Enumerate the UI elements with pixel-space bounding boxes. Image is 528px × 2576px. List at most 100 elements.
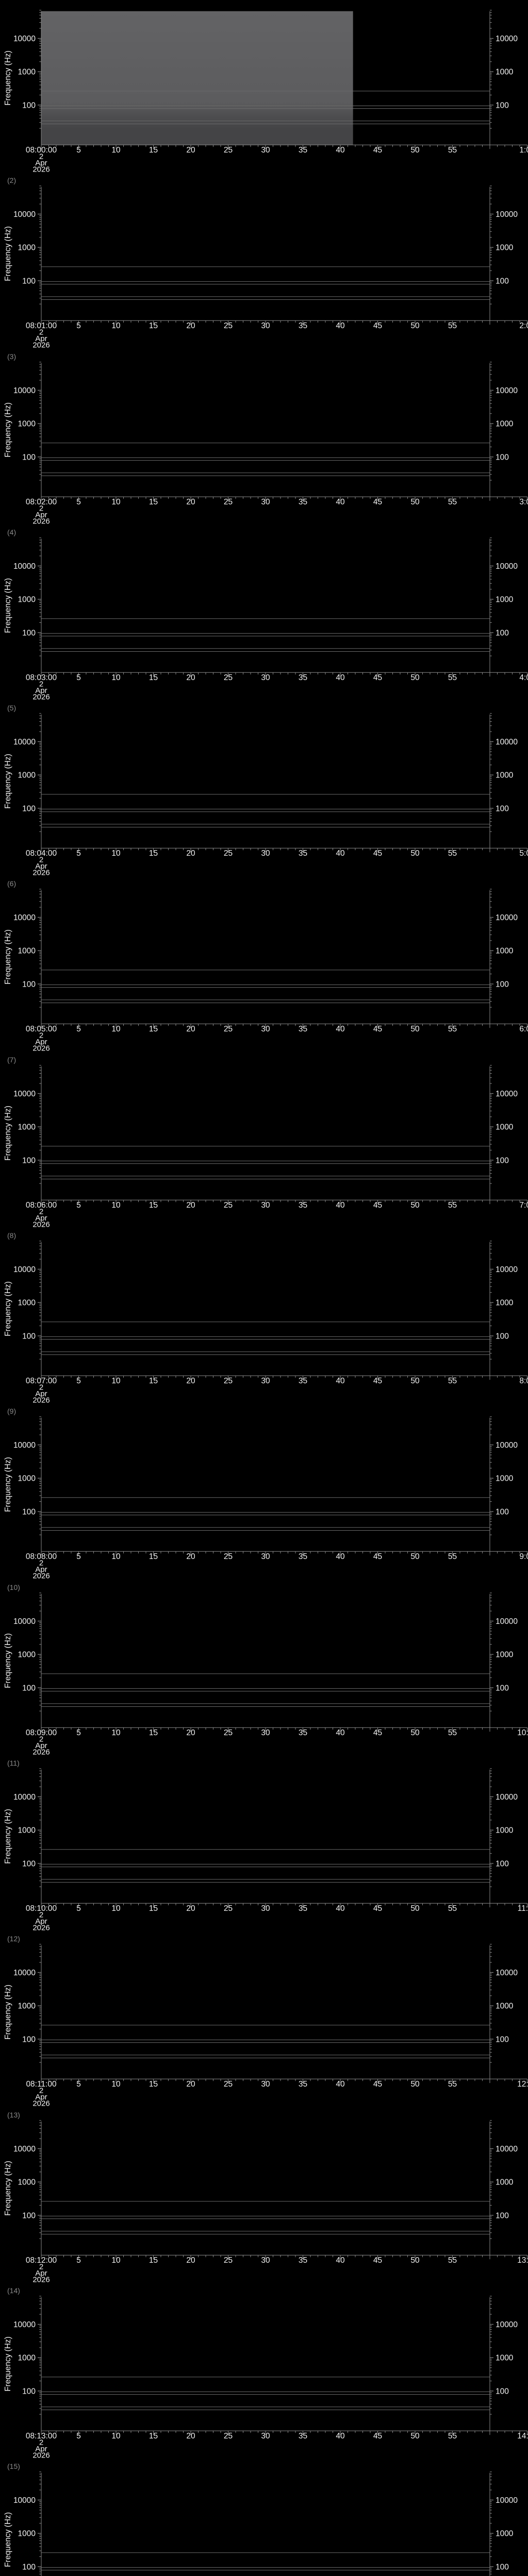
- svg-text:100: 100: [22, 2036, 36, 2044]
- svg-text:20: 20: [186, 673, 195, 682]
- svg-text:10000: 10000: [13, 2320, 36, 2329]
- svg-text:15: 15: [149, 1728, 158, 1737]
- svg-text:25: 25: [224, 673, 233, 682]
- svg-text:55: 55: [448, 321, 457, 330]
- svg-text:(6): (6): [7, 879, 16, 888]
- svg-text:(9): (9): [7, 1407, 16, 1415]
- svg-text:20: 20: [186, 1025, 195, 1033]
- svg-text:15: 15: [149, 497, 158, 506]
- svg-text:100: 100: [496, 1332, 509, 1341]
- svg-text:35: 35: [299, 2256, 307, 2264]
- svg-text:100: 100: [496, 629, 509, 637]
- svg-text:5: 5: [76, 673, 81, 682]
- svg-text:(12): (12): [7, 1935, 20, 1943]
- svg-text:50: 50: [410, 1025, 419, 1033]
- svg-text:55: 55: [448, 1904, 457, 1913]
- svg-text:55: 55: [448, 849, 457, 858]
- svg-text:45: 45: [373, 1201, 382, 1210]
- svg-text:10:00: 10:00: [517, 1728, 528, 1737]
- svg-text:15: 15: [149, 1377, 158, 1385]
- svg-text:30: 30: [261, 497, 270, 506]
- svg-text:15: 15: [149, 849, 158, 858]
- svg-text:Frequency (Hz): Frequency (Hz): [4, 1457, 12, 1512]
- svg-text:45: 45: [373, 2432, 382, 2441]
- svg-text:25: 25: [224, 849, 233, 858]
- svg-text:100: 100: [496, 805, 509, 814]
- svg-text:100: 100: [496, 1859, 509, 1868]
- svg-text:12:00: 12:00: [517, 2080, 528, 2089]
- svg-text:10000: 10000: [496, 2496, 518, 2505]
- svg-text:(14): (14): [7, 2286, 20, 2295]
- svg-text:15: 15: [149, 1552, 158, 1561]
- svg-text:10000: 10000: [496, 562, 518, 571]
- svg-text:45: 45: [373, 673, 382, 682]
- svg-text:45: 45: [373, 849, 382, 858]
- svg-text:35: 35: [299, 1201, 307, 1210]
- svg-text:20: 20: [186, 849, 195, 858]
- svg-text:1000: 1000: [18, 2178, 36, 2187]
- svg-text:100: 100: [22, 1508, 36, 1517]
- svg-text:55: 55: [448, 2432, 457, 2441]
- svg-text:5: 5: [76, 1552, 81, 1561]
- svg-text:25: 25: [224, 1377, 233, 1385]
- svg-text:(13): (13): [7, 2111, 20, 2119]
- svg-text:30: 30: [261, 2256, 270, 2264]
- svg-text:30: 30: [261, 1201, 270, 1210]
- svg-text:1000: 1000: [18, 1475, 36, 1483]
- svg-text:1000: 1000: [496, 2002, 513, 2011]
- svg-text:Frequency (Hz): Frequency (Hz): [4, 578, 12, 633]
- svg-text:50: 50: [410, 321, 419, 330]
- svg-text:10000: 10000: [13, 35, 36, 43]
- svg-text:35: 35: [299, 321, 307, 330]
- svg-text:10: 10: [111, 1377, 120, 1385]
- svg-text:50: 50: [410, 849, 419, 858]
- svg-text:10000: 10000: [496, 2145, 518, 2154]
- svg-text:100: 100: [22, 1156, 36, 1165]
- svg-text:10000: 10000: [496, 210, 518, 219]
- svg-text:20: 20: [186, 1728, 195, 1737]
- svg-text:45: 45: [373, 1552, 382, 1561]
- svg-text:1000: 1000: [496, 244, 513, 252]
- svg-text:10000: 10000: [13, 2145, 36, 2154]
- svg-text:15: 15: [149, 2256, 158, 2264]
- svg-text:30: 30: [261, 1025, 270, 1033]
- svg-text:15: 15: [149, 1904, 158, 1913]
- svg-text:1000: 1000: [18, 947, 36, 956]
- svg-text:40: 40: [336, 497, 344, 506]
- svg-text:25: 25: [224, 146, 233, 155]
- svg-text:30: 30: [261, 1552, 270, 1561]
- svg-text:10000: 10000: [496, 2320, 518, 2329]
- svg-text:5: 5: [76, 1728, 81, 1737]
- svg-text:100: 100: [496, 1156, 509, 1165]
- svg-text:2026: 2026: [32, 1923, 50, 1932]
- svg-text:7:00: 7:00: [519, 1201, 528, 1210]
- svg-text:1000: 1000: [18, 2354, 36, 2363]
- svg-text:10000: 10000: [496, 1969, 518, 1977]
- svg-text:20: 20: [186, 2432, 195, 2441]
- svg-text:45: 45: [373, 2256, 382, 2264]
- svg-text:100: 100: [496, 453, 509, 462]
- svg-text:20: 20: [186, 497, 195, 506]
- svg-text:100: 100: [22, 453, 36, 462]
- svg-text:50: 50: [410, 1377, 419, 1385]
- svg-text:10000: 10000: [13, 2496, 36, 2505]
- svg-text:100: 100: [22, 101, 36, 110]
- svg-text:55: 55: [448, 146, 457, 155]
- svg-text:2026: 2026: [32, 1044, 50, 1053]
- svg-text:40: 40: [336, 1728, 344, 1737]
- svg-text:10000: 10000: [496, 1441, 518, 1450]
- svg-text:25: 25: [224, 2256, 233, 2264]
- svg-text:40: 40: [336, 1904, 344, 1913]
- svg-text:1000: 1000: [18, 419, 36, 428]
- svg-text:25: 25: [224, 321, 233, 330]
- svg-text:10000: 10000: [13, 562, 36, 571]
- svg-text:15: 15: [149, 321, 158, 330]
- svg-text:20: 20: [186, 321, 195, 330]
- svg-text:25: 25: [224, 2432, 233, 2441]
- svg-text:20: 20: [186, 1201, 195, 1210]
- svg-text:10000: 10000: [496, 386, 518, 395]
- svg-text:50: 50: [410, 2256, 419, 2264]
- svg-text:3:00: 3:00: [519, 497, 528, 506]
- svg-text:5: 5: [76, 321, 81, 330]
- svg-text:45: 45: [373, 1904, 382, 1913]
